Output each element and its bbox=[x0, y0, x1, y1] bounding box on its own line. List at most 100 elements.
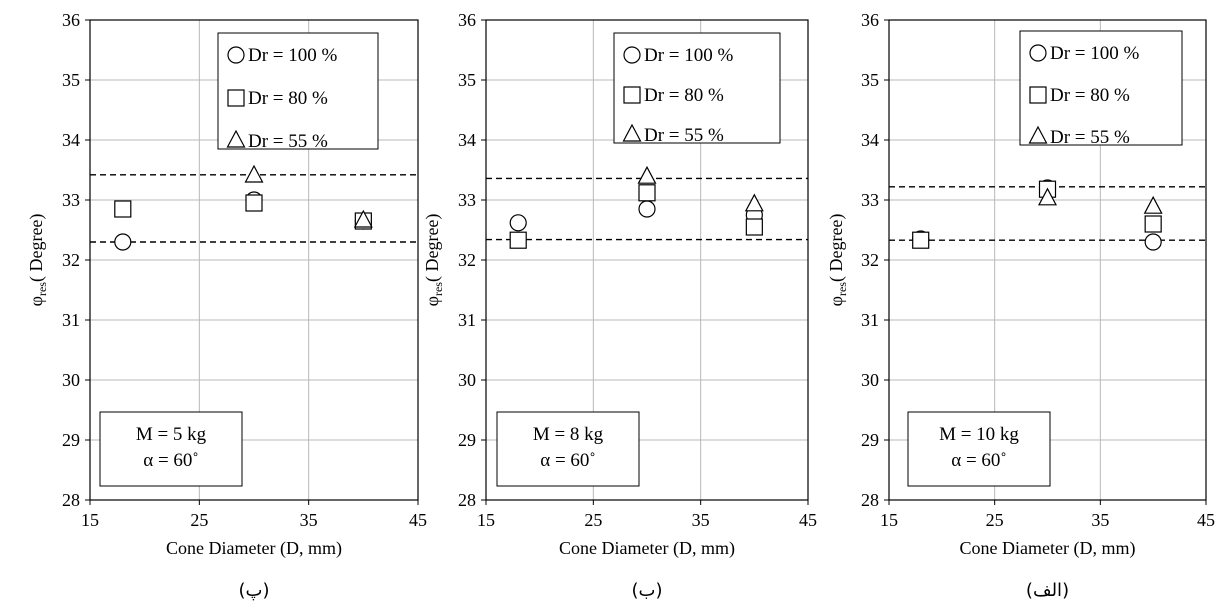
y-tick-label: 29 bbox=[861, 430, 879, 450]
x-tick-label: 35 bbox=[1091, 510, 1109, 530]
x-tick-label: 35 bbox=[300, 510, 318, 530]
data-point-triangle bbox=[744, 193, 764, 212]
legend-marker bbox=[622, 123, 642, 142]
legend-box bbox=[217, 32, 379, 150]
y-tick-label: 31 bbox=[458, 310, 476, 330]
panel-tag: (الف) bbox=[1026, 580, 1069, 601]
legend-label: Dr = 80 % bbox=[644, 85, 724, 106]
panel-tag: (ب) bbox=[631, 580, 662, 601]
y-axis-label-symbol: φ bbox=[422, 296, 442, 306]
y-tick-label: 28 bbox=[62, 490, 80, 510]
y-tick-label: 32 bbox=[458, 250, 476, 270]
legend-label: Dr = 55 % bbox=[248, 131, 328, 152]
x-tick-label: 25 bbox=[584, 510, 602, 530]
data-point-square bbox=[745, 218, 763, 236]
data-point-circle bbox=[114, 233, 132, 251]
info-text: α = 60˚ bbox=[540, 450, 596, 471]
y-axis-label-subscript: res bbox=[35, 282, 49, 296]
y-tick-label: 35 bbox=[62, 70, 80, 90]
legend-marker bbox=[226, 129, 246, 148]
y-tick-label: 34 bbox=[861, 130, 879, 150]
y-axis-label-subscript: res bbox=[431, 282, 445, 296]
y-tick-label: 36 bbox=[861, 10, 879, 30]
data-point-triangle bbox=[353, 209, 373, 228]
legend-marker bbox=[1029, 44, 1047, 62]
panel-tag: (پ) bbox=[238, 580, 269, 601]
legend-box bbox=[1019, 30, 1183, 146]
data-point-triangle bbox=[244, 164, 264, 183]
y-axis-label-unit: ( Degree) bbox=[826, 214, 847, 282]
legend-label: Dr = 100 % bbox=[1050, 43, 1140, 64]
data-point-circle bbox=[1144, 233, 1162, 251]
legend-label: Dr = 80 % bbox=[1050, 85, 1130, 106]
data-point-triangle bbox=[1143, 195, 1163, 214]
legend-box bbox=[613, 32, 781, 144]
data-point-square bbox=[1144, 215, 1162, 233]
legend-label: Dr = 80 % bbox=[248, 88, 328, 109]
data-point-square bbox=[114, 200, 132, 218]
x-tick-label: 25 bbox=[190, 510, 208, 530]
data-point-triangle bbox=[1038, 187, 1057, 206]
y-tick-label: 29 bbox=[62, 430, 80, 450]
info-box bbox=[907, 411, 1051, 487]
y-tick-label: 35 bbox=[458, 70, 476, 90]
x-tick-label: 45 bbox=[409, 510, 427, 530]
x-tick-label: 15 bbox=[81, 510, 99, 530]
y-axis-label-unit: ( Degree) bbox=[422, 214, 443, 282]
legend-label: Dr = 55 % bbox=[1050, 127, 1130, 148]
chart-panel-2: 15 25 35 45 28 29 30 31 32 33 34 35 36 Dr = 100 % Dr =… bbox=[422, 10, 817, 601]
y-tick-label: 28 bbox=[861, 490, 879, 510]
y-tick-label: 33 bbox=[62, 190, 80, 210]
data-point-square bbox=[638, 184, 656, 202]
y-tick-label: 30 bbox=[62, 370, 80, 390]
x-tick-label: 45 bbox=[799, 510, 817, 530]
y-tick-label: 34 bbox=[458, 130, 476, 150]
y-axis-label-subscript: res bbox=[835, 282, 849, 296]
legend-marker bbox=[227, 46, 245, 64]
legend-marker bbox=[1029, 86, 1047, 104]
y-axis-label-unit: ( Degree) bbox=[26, 214, 47, 282]
x-tick-label: 15 bbox=[477, 510, 495, 530]
x-tick-label: 35 bbox=[692, 510, 710, 530]
y-axis-label: φres( Degree) bbox=[26, 214, 49, 307]
data-point-circle bbox=[638, 200, 656, 218]
chart-panel-3: 15 25 35 45 28 29 30 31 32 33 34 35 36 Dr = 100 % Dr =… bbox=[826, 10, 1215, 601]
y-tick-label: 32 bbox=[861, 250, 879, 270]
y-tick-label: 32 bbox=[62, 250, 80, 270]
info-text: M = 5 kg bbox=[136, 424, 207, 445]
data-point-square bbox=[912, 231, 930, 249]
y-tick-label: 30 bbox=[458, 370, 476, 390]
legend-marker bbox=[623, 46, 641, 64]
y-tick-label: 36 bbox=[458, 10, 476, 30]
y-tick-label: 35 bbox=[861, 70, 879, 90]
y-tick-label: 31 bbox=[861, 310, 879, 330]
x-tick-label: 45 bbox=[1197, 510, 1215, 530]
info-text: α = 60˚ bbox=[951, 450, 1007, 471]
info-text: M = 10 kg bbox=[939, 424, 1019, 445]
x-tick-label: 25 bbox=[986, 510, 1004, 530]
info-box bbox=[99, 411, 243, 487]
x-axis-label: Cone Diameter (D, mm) bbox=[559, 538, 735, 559]
y-tick-label: 30 bbox=[861, 370, 879, 390]
legend-label: Dr = 100 % bbox=[248, 45, 338, 66]
data-point-circle bbox=[509, 214, 527, 232]
x-axis-label: Cone Diameter (D, mm) bbox=[166, 538, 342, 559]
y-tick-label: 34 bbox=[62, 130, 80, 150]
y-tick-label: 36 bbox=[62, 10, 80, 30]
info-text: α = 60˚ bbox=[143, 450, 199, 471]
data-point-triangle bbox=[637, 165, 657, 184]
y-tick-label: 33 bbox=[458, 190, 476, 210]
chart-panel-1: 15 25 35 45 28 29 30 31 32 33 34 35 36 Dr = 100 % Dr =… bbox=[26, 10, 427, 601]
x-axis-label: Cone Diameter (D, mm) bbox=[960, 538, 1136, 559]
legend-label: Dr = 100 % bbox=[644, 45, 734, 66]
legend-marker bbox=[1028, 125, 1048, 144]
data-point-square bbox=[245, 194, 263, 212]
info-text: M = 8 kg bbox=[533, 424, 604, 445]
info-box bbox=[496, 411, 640, 487]
y-tick-label: 29 bbox=[458, 430, 476, 450]
y-axis-label-symbol: φ bbox=[826, 296, 846, 306]
y-tick-label: 28 bbox=[458, 490, 476, 510]
legend-marker bbox=[227, 89, 245, 107]
y-tick-label: 31 bbox=[62, 310, 80, 330]
